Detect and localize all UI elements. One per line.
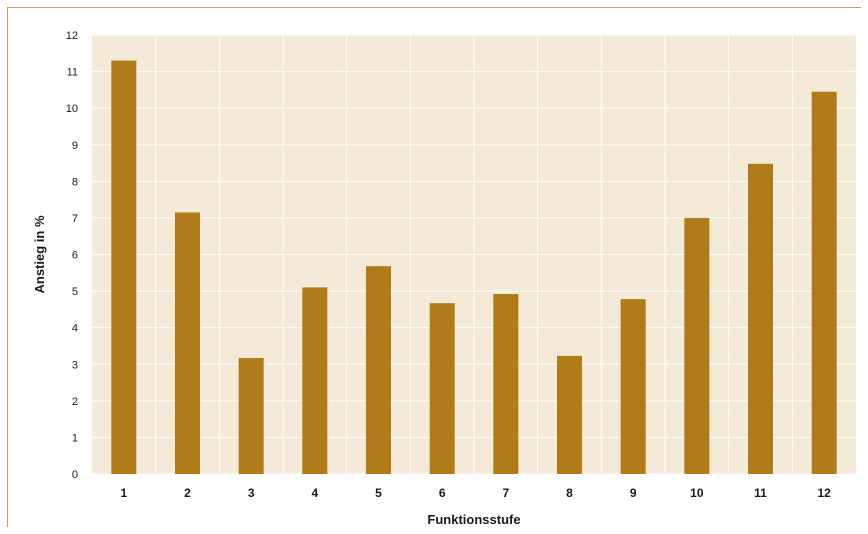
x-tick-label: 1 [120, 486, 127, 500]
bar-8 [557, 355, 582, 474]
bar-6 [429, 303, 455, 474]
gridlines [92, 34, 856, 475]
x-axis-title: Funktionsstufe [427, 512, 520, 527]
x-tick-label: 5 [375, 486, 382, 500]
y-tick-label: 3 [72, 359, 78, 371]
bar-2 [175, 212, 200, 474]
x-tick-label: 7 [502, 486, 509, 500]
x-tick-label: 4 [311, 486, 318, 500]
x-tick-label: 8 [566, 486, 573, 500]
x-tick-label: 11 [754, 486, 767, 500]
x-axis-ticks: 1 2 3 4 5 6 7 8 9 10 11 12 [120, 486, 831, 500]
bar-12 [811, 91, 837, 475]
chart-frame [7, 7, 861, 527]
x-tick-label: 9 [630, 486, 637, 500]
y-tick-label: 9 [72, 140, 78, 152]
y-axis-title: Anstieg in % [32, 215, 47, 293]
bar-9 [620, 299, 646, 474]
y-tick-label: 12 [66, 30, 78, 42]
y-tick-label: 11 [67, 67, 78, 79]
bar-7 [493, 294, 519, 474]
bar-1 [111, 60, 137, 474]
bar-10 [684, 217, 710, 474]
bar-11 [748, 163, 773, 475]
y-tick-label: 7 [72, 213, 78, 225]
y-tick-label: 5 [72, 286, 78, 298]
x-tick-label: 3 [248, 486, 255, 500]
y-tick-label: 2 [72, 396, 78, 408]
x-tick-label: 10 [690, 486, 704, 500]
y-tick-label: 6 [72, 250, 78, 262]
x-tick-label: 2 [184, 486, 191, 500]
x-tick-label: 6 [439, 486, 446, 500]
bar-4 [302, 287, 328, 474]
x-tick-label: 12 [817, 486, 831, 500]
y-tick-label: 0 [72, 469, 78, 481]
bar-5 [366, 266, 391, 474]
y-tick-label: 10 [66, 103, 78, 115]
y-tick-label: 1 [72, 432, 78, 444]
bars [111, 60, 837, 475]
bar-3 [238, 358, 264, 474]
y-tick-label: 8 [72, 176, 78, 188]
y-tick-label: 4 [72, 323, 78, 335]
